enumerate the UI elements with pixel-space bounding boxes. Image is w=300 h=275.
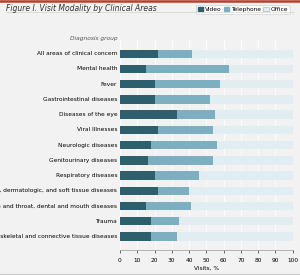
Bar — [146, 65, 229, 73]
Bar — [158, 50, 193, 58]
Bar — [154, 80, 220, 88]
Bar — [120, 232, 151, 241]
Bar — [120, 50, 158, 58]
Bar — [177, 232, 292, 241]
Bar — [120, 202, 146, 210]
Bar — [158, 187, 189, 195]
Bar — [120, 217, 151, 226]
Bar — [217, 141, 292, 149]
Bar — [151, 141, 217, 149]
Bar — [213, 156, 292, 164]
X-axis label: Visits, %: Visits, % — [194, 266, 219, 271]
Bar — [120, 187, 158, 195]
Bar — [193, 50, 292, 58]
Bar — [215, 111, 292, 119]
Bar — [200, 171, 292, 180]
Bar — [120, 65, 146, 73]
Bar — [120, 141, 151, 149]
Bar — [154, 171, 199, 180]
Bar — [120, 126, 158, 134]
Bar — [191, 202, 292, 210]
Bar — [229, 65, 292, 73]
Text: Figure I. Visit Modality by Clinical Areas: Figure I. Visit Modality by Clinical Are… — [6, 4, 157, 13]
Bar — [151, 232, 177, 241]
Bar — [120, 80, 154, 88]
Bar — [148, 156, 213, 164]
Bar — [213, 126, 292, 134]
Bar — [146, 202, 191, 210]
Bar — [210, 95, 292, 104]
Bar — [220, 80, 292, 88]
Bar — [189, 187, 292, 195]
Bar — [179, 217, 292, 226]
Bar — [151, 217, 179, 226]
Bar — [120, 156, 148, 164]
Bar — [120, 95, 154, 104]
Bar — [120, 171, 154, 180]
Bar — [177, 111, 215, 119]
Bar — [120, 111, 177, 119]
Bar — [158, 126, 213, 134]
Legend: Video, Telephone, Office: Video, Telephone, Office — [196, 6, 290, 14]
Bar — [154, 95, 210, 104]
